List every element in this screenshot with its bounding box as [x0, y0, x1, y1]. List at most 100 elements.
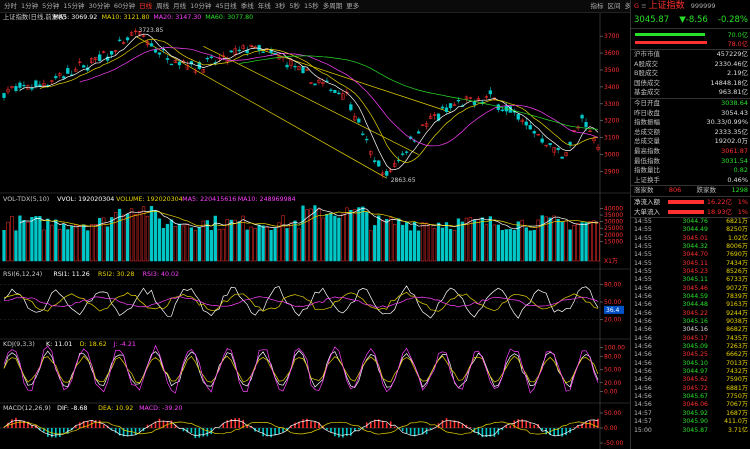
period-tab[interactable]: 10分钟 [190, 2, 212, 10]
period-tab[interactable]: 周线 [156, 2, 170, 10]
advance-count: 806 [668, 186, 682, 195]
volume-bar [476, 218, 481, 262]
volume-bar [241, 215, 245, 262]
ma10-line [39, 38, 599, 164]
tick-price: 3045.11 [682, 259, 708, 267]
rsi1-line [3, 285, 599, 319]
candle [353, 112, 357, 122]
period-tab[interactable]: 分时 [4, 2, 17, 10]
tick-volume: 7435万 [726, 334, 748, 342]
period-tab[interactable]: 更多 [346, 2, 360, 10]
stat-row: 最高指数 3061.87 [631, 147, 750, 157]
kdj-y-tick: 0.00 [604, 389, 618, 396]
function-tab[interactable]: 区间 [607, 2, 621, 10]
volume-bar [205, 220, 209, 262]
stock-title: G ≡ 上证指数 999999 [634, 1, 716, 11]
main-y-tick: 3500 [604, 67, 619, 74]
candle [78, 58, 82, 66]
period-tab[interactable]: 15秒 [303, 2, 319, 10]
volume-bar [321, 217, 325, 262]
macd-y-tick: 0.00 [604, 425, 618, 432]
volume-bar [480, 217, 485, 262]
stat-value: 0.46% [727, 175, 748, 184]
candle [18, 80, 22, 92]
stat-value: 457229亿 [716, 50, 748, 58]
volume-bar [564, 220, 568, 262]
period-tab[interactable]: 月线 [173, 2, 187, 10]
volume-bar [70, 225, 74, 262]
candle [596, 143, 600, 152]
period-tab[interactable]: 日线 [139, 2, 153, 10]
candle [54, 73, 58, 81]
stock-code: 999999 [690, 2, 716, 10]
function-tab[interactable]: 指标 [590, 2, 604, 10]
period-tab[interactable]: 5分钟 [42, 2, 60, 10]
period-tab[interactable]: 3秒 [274, 2, 286, 10]
candle [257, 44, 261, 55]
candle [536, 133, 540, 136]
volume-bar [249, 226, 253, 262]
tick-row: 14:56 3045.22 9244万 [631, 310, 750, 318]
macd-indicator-title: MACD(12,26,9) [3, 405, 51, 412]
candle [544, 144, 548, 148]
tick-volume: 1687万 [726, 409, 748, 417]
stat-label: 最高指数 [634, 146, 660, 155]
macd-dif-line [3, 419, 599, 437]
tick-row: 14:56 3045.16 8682万 [631, 326, 750, 334]
vol-unit: X1万 [604, 258, 618, 265]
volume-bar [181, 225, 186, 262]
volume-bar [305, 209, 309, 262]
macd-y-tick: 50.00 [604, 410, 621, 417]
kdj-y-tick: 100.00 [604, 344, 625, 351]
tick-time: 14:56 [634, 343, 652, 351]
volume-bar [456, 218, 461, 262]
period-tab[interactable]: 15分钟 [63, 2, 85, 10]
period-tab[interactable]: 多周期 [322, 2, 343, 10]
tick-price: 3045.92 [682, 409, 708, 417]
flow-bar [668, 209, 704, 214]
last-price: 3045.87 [634, 15, 670, 25]
period-tab[interactable]: 年线 [257, 2, 271, 10]
tick-price: 3045.22 [682, 309, 708, 317]
kdj-k-line [3, 350, 599, 389]
tick-time: 14:56 [634, 284, 652, 292]
rsi-indicator-value: RSI2: 30.28 [98, 271, 134, 278]
period-tab[interactable]: 30分钟 [88, 2, 110, 10]
period-tab[interactable]: 45日线 [215, 2, 237, 10]
candle [241, 43, 245, 51]
tick-time: 14:56 [634, 293, 652, 300]
volume-bar [161, 228, 166, 262]
stat-value: 2330.46亿 [714, 59, 748, 68]
vol-y-tick: 25000 [604, 225, 623, 232]
tick-time: 14:56 [634, 326, 652, 334]
period-tab[interactable]: 1分钟 [21, 2, 39, 10]
period-tab[interactable]: 5秒 [289, 2, 300, 10]
candle [369, 150, 373, 159]
volume-bar [361, 206, 365, 262]
volume-bar [420, 222, 425, 262]
candle [377, 159, 381, 167]
stock-name[interactable]: 上证指数 [648, 1, 685, 11]
volume-bar [30, 217, 34, 262]
candle [90, 57, 94, 65]
kdj-j-line [3, 344, 599, 394]
volume-bar [197, 227, 201, 262]
rsi-y-tick: 20.00 [604, 316, 621, 323]
period-tab[interactable]: 季线 [240, 2, 254, 10]
volume-bar [524, 227, 528, 262]
candle [229, 49, 233, 54]
tick-time: 14:56 [634, 401, 652, 409]
price-change: ▼-8.56 [679, 15, 708, 25]
tick-list[interactable]: 14:55 3044.76 6821万 14:55 3044.49 8250万 14:55 3… [631, 218, 750, 435]
volume-bar [576, 223, 580, 262]
main-indicator-value: MA5: 3069.92 [53, 14, 97, 21]
kline-chart-area[interactable]: 上证指数(日线,前复权)MA5: 3069.92 MA10: 3121.80 MA2… [0, 13, 630, 449]
main-y-tick: 3200 [604, 118, 619, 125]
period-tab[interactable]: 60分钟 [113, 2, 136, 10]
stat-label: 上证换手 [634, 175, 660, 184]
tick-row: 14:56 3044.48 9163万 [631, 301, 750, 309]
volume-bar [412, 221, 417, 262]
candle [341, 90, 345, 100]
candle [440, 104, 445, 110]
tick-time: 14:55 [634, 226, 652, 234]
